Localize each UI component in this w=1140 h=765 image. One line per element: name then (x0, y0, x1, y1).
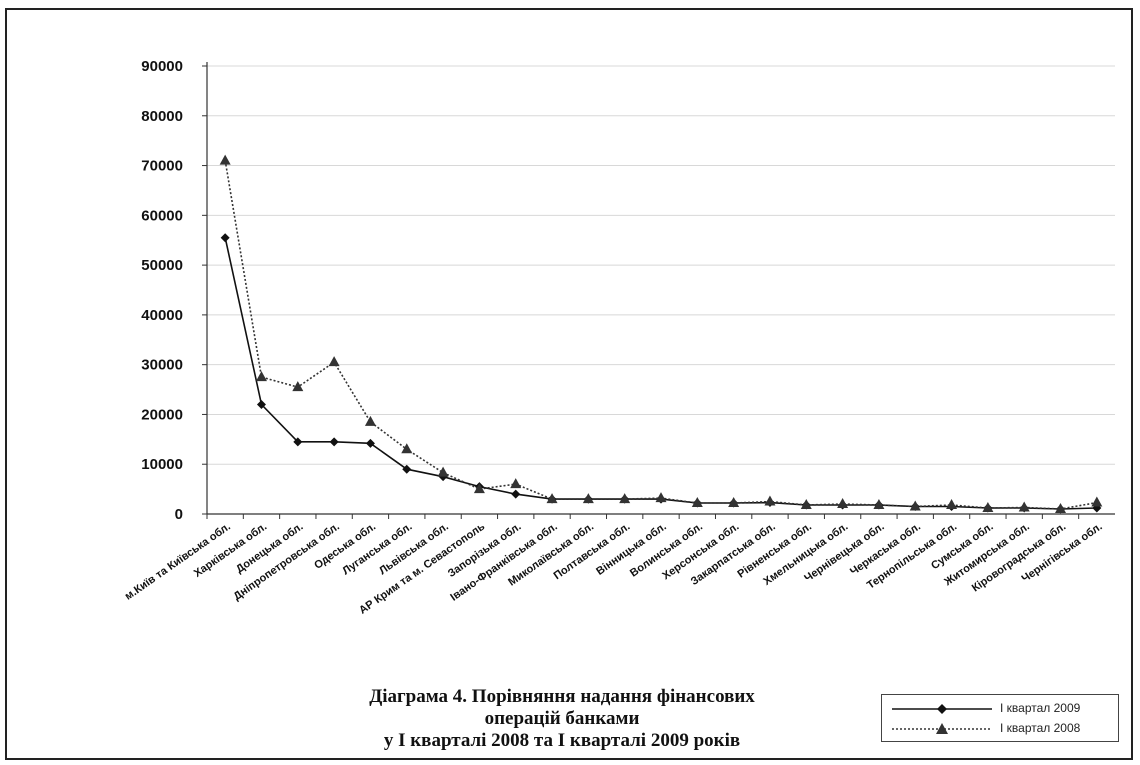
y-tick-label-0: 0 (175, 506, 183, 523)
y-tick-label-8: 80000 (141, 108, 183, 125)
chart-frame: 0 10000 20000 30000 40000 50000 60000 70000 8000… (5, 8, 1133, 760)
series-0-point-0 (220, 233, 230, 243)
series-0-point-1 (256, 399, 266, 409)
series-1-point-10 (582, 493, 594, 504)
series-1-point-19 (909, 500, 921, 511)
series-1-point-6 (437, 466, 449, 477)
y-tick-label-6: 60000 (141, 207, 183, 224)
series-1-point-13 (691, 497, 703, 508)
series-1-point-2 (292, 381, 304, 392)
legend-entry-2009: І квартал 2009 (888, 700, 1114, 718)
series-1-point-3 (328, 356, 340, 367)
series-1-point-22 (1018, 501, 1030, 512)
y-tick-labels: 0 10000 20000 30000 40000 50000 60000 70000 8000… (141, 58, 183, 523)
series-1-point-4 (364, 415, 376, 426)
chart-legend: І квартал 2009 І квартал 2008 (881, 694, 1119, 742)
series-1-point-16 (800, 499, 812, 510)
series-0-point-3 (329, 437, 339, 447)
legend-label-2009: І квартал 2009 (1000, 701, 1081, 715)
legend-swatch-2008 (892, 723, 992, 734)
series-1-point-0 (219, 154, 231, 165)
series-1-point-5 (401, 443, 413, 454)
series-1-point-18 (873, 499, 885, 510)
y-tick-label-2: 20000 (141, 406, 183, 423)
chart-title: Діаграма 4. Порівняння надання фінансови… (247, 686, 877, 752)
y-tick-label-7: 70000 (141, 158, 183, 175)
chart-title-line-3: у І кварталі 2008 та І кварталі 2009 рок… (383, 730, 741, 751)
y-tick-label-4: 40000 (141, 307, 183, 324)
series-0-point-2 (293, 437, 303, 447)
series-1-point-1 (255, 371, 267, 382)
y-tick-label-5: 50000 (141, 257, 183, 274)
series-1-point-9 (546, 493, 558, 504)
series-1-point-12 (655, 492, 667, 503)
series-1-point-7 (473, 483, 485, 494)
x-tick-labels: м.Київ та Київська обл.Харківська обл.До… (123, 520, 1105, 616)
series-1-point-14 (728, 497, 740, 508)
series-1-point-21 (982, 502, 994, 513)
series-1-point-17 (837, 498, 849, 509)
series-line-1 (224, 160, 1097, 510)
series-1-point-15 (764, 495, 776, 506)
series-line-0 (224, 237, 1097, 510)
chart-title-line-2: операцій банками (484, 708, 640, 729)
series-0-point-5 (402, 464, 412, 474)
series-1-point-11 (619, 493, 631, 504)
y-tick-label-9: 90000 (141, 58, 183, 75)
legend-swatch-2009 (892, 704, 992, 714)
chart-title-line-1: Діаграма 4. Порівняння надання фінансови… (369, 686, 755, 707)
y-tick-label-1: 10000 (141, 456, 183, 473)
axes (202, 62, 1115, 519)
series-1-point-24 (1091, 496, 1103, 507)
series-0-point-4 (365, 438, 375, 448)
line-chart: 0 10000 20000 30000 40000 50000 60000 70000 8000… (123, 58, 1115, 617)
series-1-point-20 (946, 499, 958, 510)
legend-entry-2008: І квартал 2008 (888, 720, 1114, 738)
series-1-point-8 (510, 478, 522, 489)
series-1-point-23 (1055, 503, 1067, 514)
gridlines (207, 65, 1115, 465)
legend-label-2008: І квартал 2008 (1000, 721, 1081, 735)
series-lines (219, 154, 1103, 514)
series-0-point-8 (511, 489, 521, 499)
y-tick-label-3: 30000 (141, 357, 183, 374)
